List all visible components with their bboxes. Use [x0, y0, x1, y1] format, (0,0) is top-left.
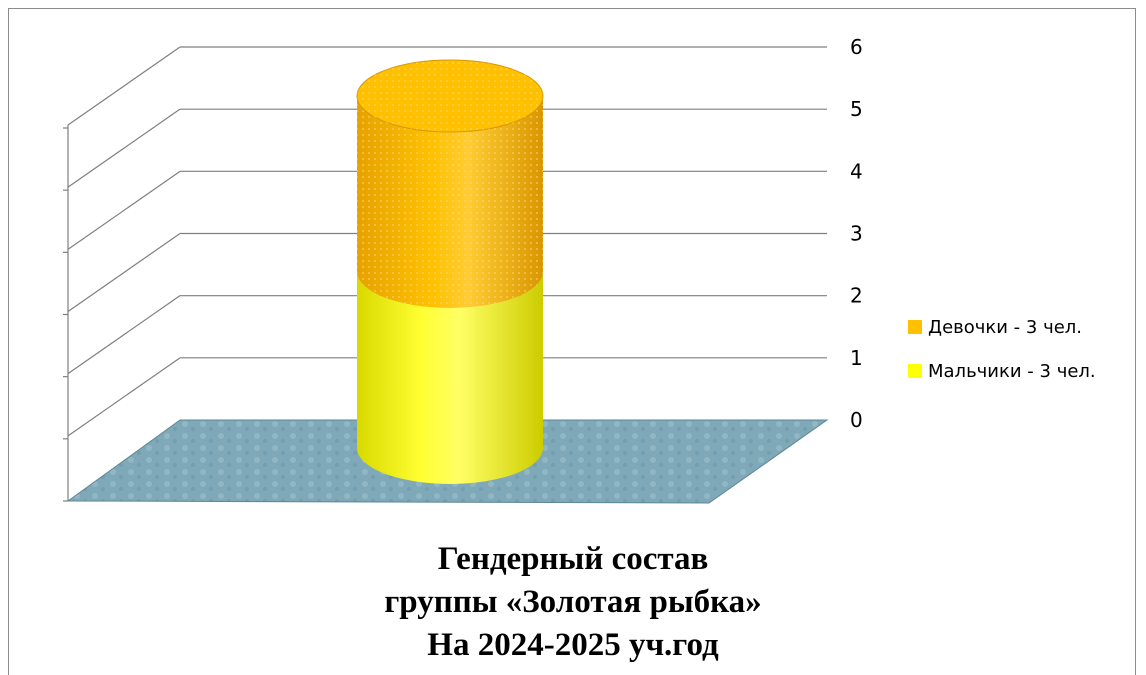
y-tick-label-3: 3 — [850, 222, 863, 246]
y-tick-label-4: 4 — [850, 159, 863, 183]
chart-title: Гендерный состав группы «Золотая рыбка» … — [0, 538, 1146, 667]
y-tick-label-0: 0 — [850, 408, 863, 432]
legend-label-boys: Мальчики - 3 чел. — [928, 360, 1096, 382]
chart-frame — [8, 8, 1136, 675]
gridline-side-6 — [67, 46, 181, 126]
chart-title-line-3: На 2024-2025 уч.год — [427, 627, 719, 663]
legend-item-boys: Мальчики - 3 чел. — [908, 356, 1096, 386]
legend-swatch-girls — [908, 320, 922, 334]
y-tick-label-5: 5 — [850, 97, 863, 121]
chart-title-line-1: Гендерный состав — [437, 541, 709, 577]
bar-top-cap-texture — [357, 60, 543, 132]
legend-item-girls: Девочки - 3 чел. — [908, 312, 1096, 342]
y-tick-label-6: 6 — [850, 35, 863, 59]
legend-label-girls: Девочки - 3 чел. — [928, 316, 1083, 338]
y-tick-label-1: 1 — [850, 346, 863, 370]
gridline-side-2 — [67, 295, 181, 375]
chart-title-line-2: группы «Золотая рыбка» — [384, 584, 762, 620]
y-tick-label-2: 2 — [850, 284, 863, 308]
gridline-side-4 — [67, 170, 181, 250]
gridline-side-1 — [67, 357, 181, 437]
gridline-side-3 — [67, 233, 181, 312]
bar-boys — [357, 272, 543, 484]
gridline-side-5 — [67, 108, 181, 188]
legend-swatch-boys — [908, 364, 922, 378]
legend: Девочки - 3 чел. Мальчики - 3 чел. — [908, 312, 1096, 400]
bar-girls-texture — [357, 96, 543, 308]
